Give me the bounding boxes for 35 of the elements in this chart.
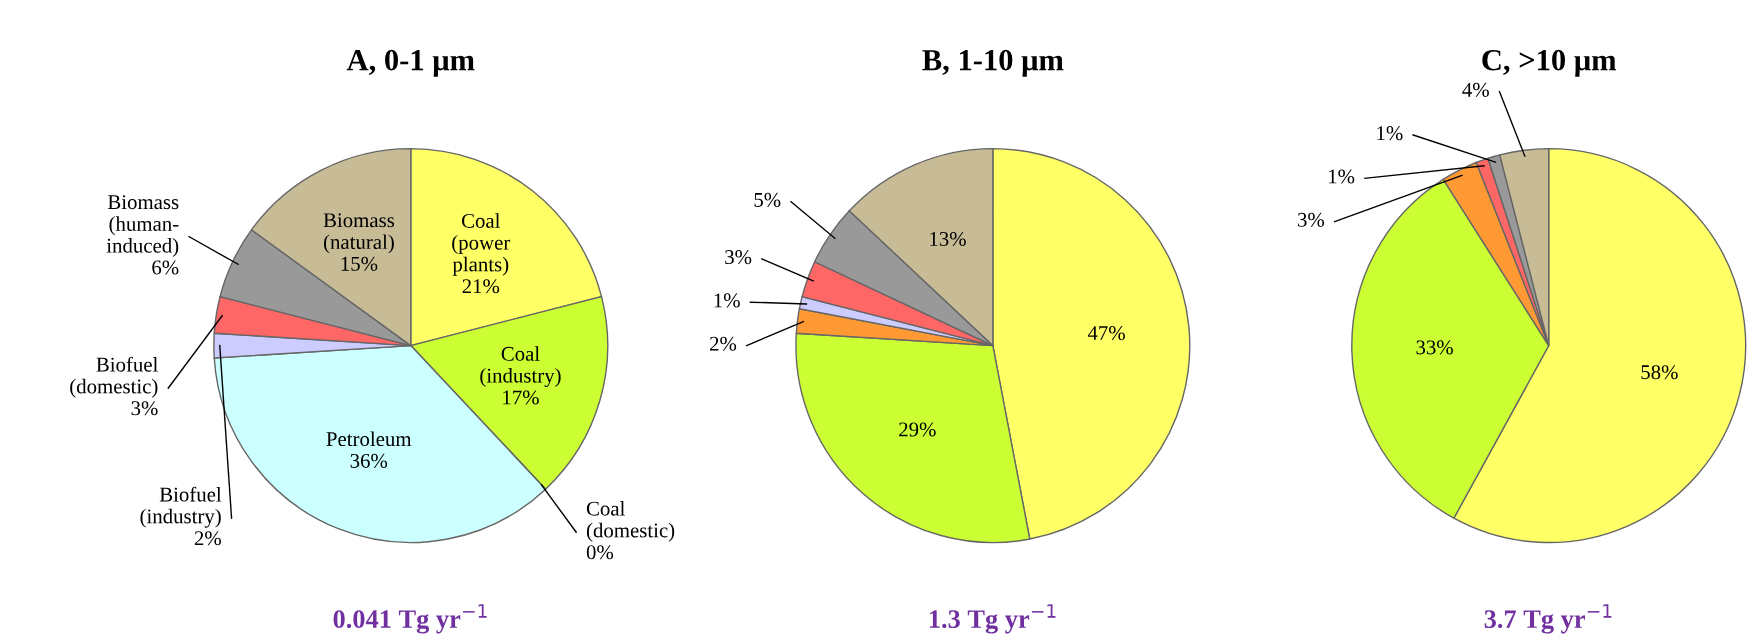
chart-title: A, 0-1 μm	[346, 49, 475, 77]
slice-label: Biofuel (industry)	[140, 486, 222, 528]
data-label: 3%	[725, 250, 752, 265]
data-label: 5%	[754, 192, 781, 207]
slice-label: Coal (industry)	[480, 346, 561, 387]
legend-label: Coal (domestic)	[586, 500, 675, 542]
data-label: 17%	[503, 390, 539, 405]
data-label: 58%	[1641, 365, 1678, 380]
data-label: 2%	[194, 531, 222, 546]
data-label: 1%	[714, 293, 740, 308]
data-label: 3%	[131, 401, 158, 416]
slice-label: Biomass (natural)	[323, 213, 395, 254]
data-label: 13%	[930, 231, 966, 247]
data-label: 33%	[1416, 340, 1453, 355]
data-label: 1%	[1377, 126, 1403, 141]
slice-label: Biomass (human- induced)	[106, 195, 179, 257]
data-label: 2%	[710, 336, 737, 351]
slice-label: Coal (power plants)	[452, 213, 511, 276]
slice-label: Biofuel (domestic)	[70, 356, 158, 398]
data-label: 47%	[1087, 326, 1125, 341]
data-label: 15%	[341, 256, 378, 271]
text: 3.7 Tg yr$^{−1}$	[1484, 604, 1612, 634]
data-label: 3%	[1298, 212, 1325, 227]
chart-title: C, >10 μm	[1482, 49, 1617, 77]
text: 0.041 Tg yr$^{−1}$	[333, 604, 487, 634]
chart-title: B, 1-10 μm	[922, 49, 1064, 77]
data-label: 36%	[350, 453, 388, 468]
data-label: 4%	[1462, 82, 1489, 97]
text: 0%	[586, 545, 614, 560]
data-label: 6%	[152, 260, 179, 275]
slice-label: Petroleum	[326, 431, 412, 447]
data-label: 29%	[899, 422, 936, 437]
data-label: 1%	[1329, 169, 1355, 184]
data-label: 21%	[462, 279, 500, 294]
text: 1.3 Tg yr$^{−1}$	[929, 604, 1056, 634]
